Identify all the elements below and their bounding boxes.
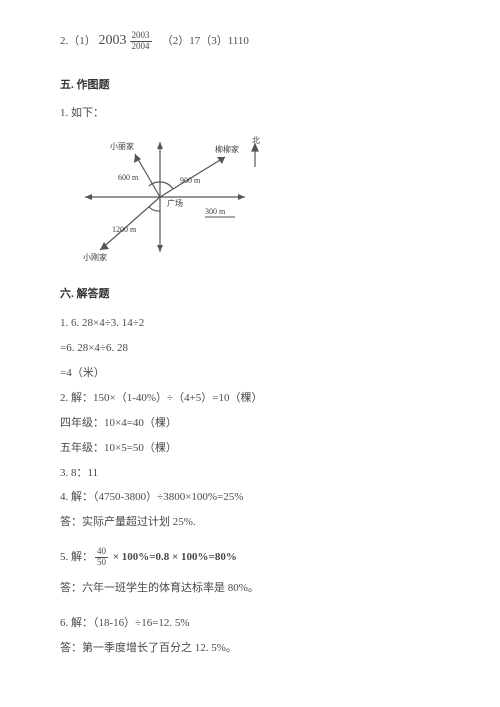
fig-label-center: 广场 [167,198,183,208]
s6-l5: 四年级：10×4=40（棵） [60,413,440,434]
fig-label-topleft: 小丽家 [110,141,134,151]
s6-p5: 5. 解：4050 × 100%=0.8 × 100%=80% [60,547,440,568]
s6-l9: 答：实际产量超过计划 25%. [60,512,440,533]
section-6-title: 六. 解答题 [60,284,440,305]
q2-fraction: 20032004 [130,31,152,52]
q2-prefix: 2.（1） [60,35,96,47]
fig-label-1200: 1200 m [112,225,137,234]
fig-label-600: 600 m [118,173,139,182]
q2-bignum: 2003 [99,33,127,48]
s6-p5-rest: × 100%=0.8 × 100%=80% [110,551,237,563]
s6-l6: 五年级：10×5=50（棵） [60,438,440,459]
direction-figure: 小丽家 柳柳家 北 广场 小刚家 600 m 900 m 1200 m 300 … [60,132,440,270]
s6-l1: 1. 6. 28×4÷3. 14÷2 [60,313,440,334]
s6-l8: 4. 解：（4750-3800）÷3800×100%=25% [60,487,440,508]
s6-l7: 3. 8：11 [60,463,440,484]
s6-l3: =4（米） [60,363,440,384]
fig-label-bottomleft: 小刚家 [83,252,107,262]
section-5-title: 五. 作图题 [60,75,440,96]
s6-l2: =6. 28×4÷6. 28 [60,338,440,359]
s6-p5-label: 5. 解： [60,551,93,563]
q2-line: 2.（1） 200320032004 （2）17（3）1110 [60,28,440,55]
s6-l13: 答：第一季度增长了百分之 12. 5%。 [60,638,440,659]
fig-label-right: 柳柳家 [215,144,239,154]
s6-l12: 6. 解：（18-16）÷16=12. 5% [60,613,440,634]
s6-l4: 2. 解：150×（1-40%）÷（4+5）=10（棵） [60,388,440,409]
fig-label-300: 300 m [205,207,226,216]
s6-l11: 答：六年一班学生的体育达标率是 80%。 [60,578,440,599]
fig-label-north: 北 [252,136,260,145]
s6-p5-fraction: 4050 [95,547,108,568]
fig-label-900: 900 m [180,176,201,185]
section-5-sub: 1. 如下： [60,103,440,124]
q2-rest: （2）17（3）1110 [156,35,249,47]
